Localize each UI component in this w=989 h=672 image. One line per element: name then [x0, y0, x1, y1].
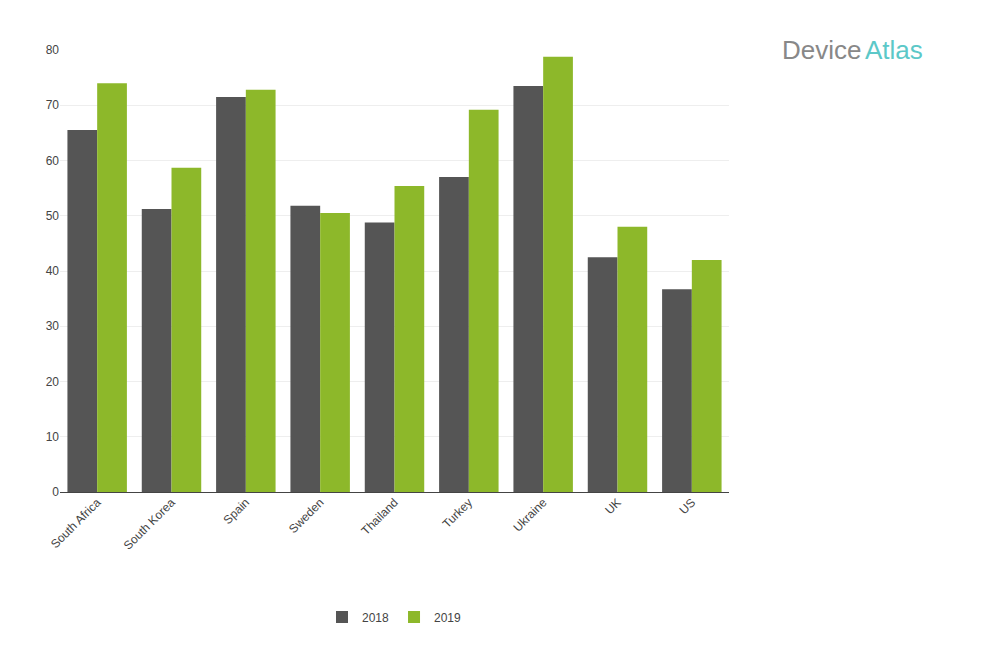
- svg-text:Thailand: Thailand: [358, 495, 400, 537]
- svg-text:Spain: Spain: [221, 495, 253, 527]
- svg-text:South Africa: South Africa: [48, 495, 104, 551]
- svg-text:30: 30: [46, 319, 60, 333]
- svg-text:Ukraine: Ukraine: [510, 495, 549, 534]
- svg-text:40: 40: [46, 264, 60, 278]
- svg-text:South Korea: South Korea: [121, 495, 178, 552]
- svg-text:Atlas: Atlas: [865, 35, 923, 65]
- svg-text:US: US: [677, 495, 699, 517]
- svg-text:80: 80: [46, 43, 60, 57]
- svg-text:0: 0: [52, 485, 59, 499]
- svg-text:50: 50: [46, 209, 60, 223]
- svg-text:70: 70: [46, 98, 60, 112]
- svg-text:Turkey: Turkey: [440, 495, 476, 531]
- svg-text:UK: UK: [602, 495, 624, 517]
- svg-text:10: 10: [46, 430, 60, 444]
- svg-text:2018: 2018: [362, 611, 389, 625]
- svg-text:2019: 2019: [434, 611, 461, 625]
- svg-text:Device: Device: [782, 35, 861, 65]
- svg-text:20: 20: [46, 375, 60, 389]
- svg-text:Sweden: Sweden: [286, 495, 327, 536]
- svg-text:60: 60: [46, 154, 60, 168]
